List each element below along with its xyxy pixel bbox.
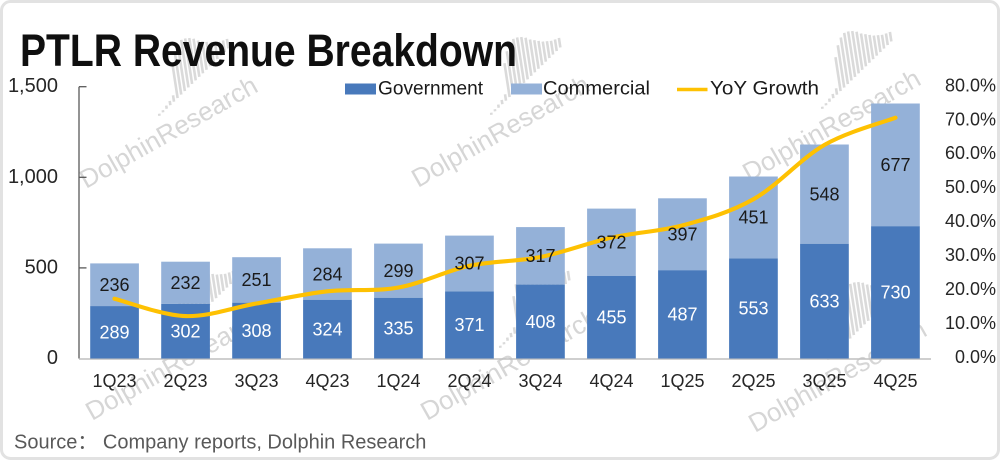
svg-text:289: 289 [99,323,129,343]
svg-text:50.0%: 50.0% [945,177,996,197]
svg-text:455: 455 [596,308,626,328]
svg-text:232: 232 [170,273,200,293]
svg-text:70.0%: 70.0% [945,109,996,129]
svg-text:1Q23: 1Q23 [92,371,136,391]
svg-text:3Q24: 3Q24 [518,371,562,391]
svg-text:317: 317 [525,246,555,266]
svg-text:30.0%: 30.0% [945,245,996,265]
svg-text:3Q23: 3Q23 [234,371,278,391]
svg-text:397: 397 [667,225,697,245]
svg-text:372: 372 [596,233,626,253]
svg-text:4Q24: 4Q24 [589,371,633,391]
svg-text:4Q23: 4Q23 [305,371,349,391]
svg-text:10.0%: 10.0% [945,313,996,333]
svg-text:324: 324 [312,319,342,339]
svg-text:1,500: 1,500 [8,75,58,97]
svg-text:1,000: 1,000 [8,166,58,188]
svg-text:730: 730 [880,283,910,303]
svg-text:236: 236 [99,275,129,295]
svg-text:80.0%: 80.0% [945,75,996,95]
svg-text:2Q23: 2Q23 [163,371,207,391]
svg-text:307: 307 [454,254,484,274]
svg-text:PTLR Revenue Breakdown: PTLR Revenue Breakdown [20,25,517,76]
svg-text:284: 284 [312,264,342,284]
svg-text:2Q25: 2Q25 [731,371,775,391]
svg-text:633: 633 [809,291,839,311]
svg-text:Government: Government [378,79,484,100]
svg-text:677: 677 [880,155,910,175]
svg-text:0: 0 [47,347,58,369]
svg-text:451: 451 [738,208,768,228]
svg-text:251: 251 [241,270,271,290]
svg-text:Commercial: Commercial [543,79,650,100]
svg-text:500: 500 [25,256,58,278]
svg-text:371: 371 [454,315,484,335]
svg-text:3Q25: 3Q25 [802,371,846,391]
svg-text:40.0%: 40.0% [945,211,996,231]
svg-text:4Q25: 4Q25 [873,371,917,391]
svg-text:YoY Growth: YoY Growth [710,79,819,100]
svg-text:1Q25: 1Q25 [660,371,704,391]
svg-text:408: 408 [525,312,555,332]
svg-text:308: 308 [241,321,271,341]
svg-text:Source： Company reports, Dolph: Source： Company reports, Dolphin Researc… [14,432,426,454]
svg-text:335: 335 [383,318,413,338]
svg-text:302: 302 [170,321,200,341]
svg-text:1Q24: 1Q24 [376,371,420,391]
svg-text:548: 548 [809,184,839,204]
svg-text:553: 553 [738,299,768,319]
svg-text:2Q24: 2Q24 [447,371,491,391]
svg-text:299: 299 [383,261,413,281]
svg-text:487: 487 [667,305,697,325]
svg-text:0.0%: 0.0% [955,347,996,367]
svg-text:60.0%: 60.0% [945,143,996,163]
svg-text:20.0%: 20.0% [945,279,996,299]
